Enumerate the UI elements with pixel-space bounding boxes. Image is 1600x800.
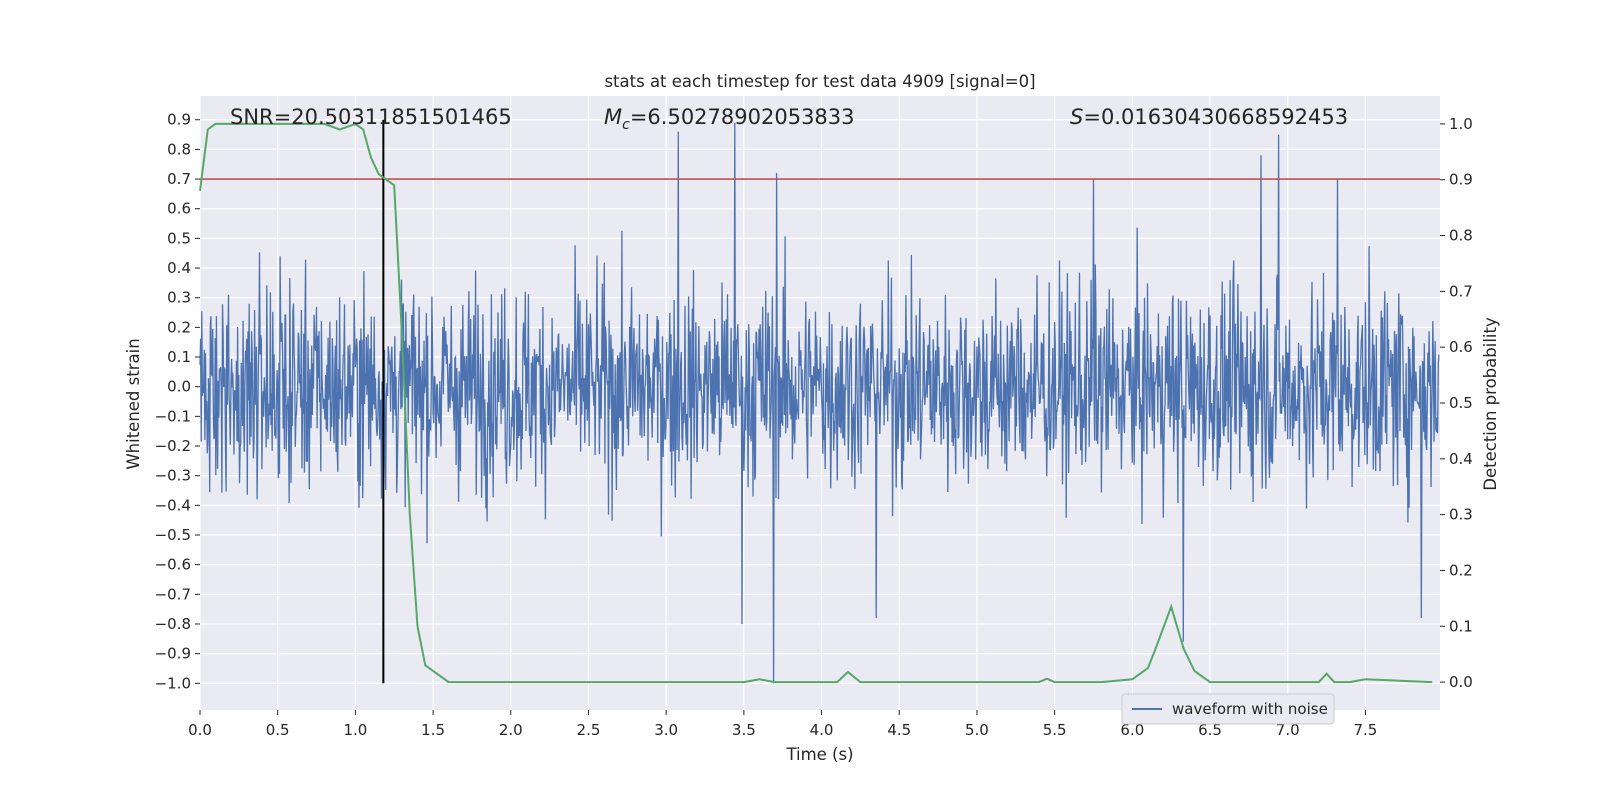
- y2-tick-label: 0.0: [1449, 673, 1473, 691]
- y-tick-label: −0.8: [155, 615, 191, 633]
- y2-tick-label: 1.0: [1449, 115, 1473, 133]
- y2-tick-label: 0.9: [1449, 171, 1473, 189]
- x-tick-label: 3.0: [654, 721, 678, 739]
- y-tick-label: −0.5: [155, 526, 191, 544]
- y-tick-label: −1.0: [155, 674, 191, 692]
- y-axis-label: Whitened strain: [124, 338, 143, 469]
- y-tick-label: −0.1: [155, 407, 191, 425]
- x-tick-label: 6.0: [1120, 721, 1144, 739]
- x-axis-label: Time (s): [785, 745, 853, 764]
- y-tick-label: 0.5: [167, 229, 191, 247]
- x-tick-label: 3.5: [732, 721, 756, 739]
- x-tick-label: 2.5: [577, 721, 601, 739]
- y-tick-label: 0.8: [167, 140, 191, 158]
- snr-annotation: SNR=20.50311851501465: [230, 105, 512, 129]
- x-tick-label: 5.0: [965, 721, 989, 739]
- x-tick-label: 6.5: [1198, 721, 1222, 739]
- y-tick-label: −0.7: [155, 585, 191, 603]
- y-tick-label: 0.9: [167, 111, 191, 129]
- y2-tick-label: 0.2: [1449, 561, 1473, 579]
- legend-box: [1121, 693, 1335, 725]
- y-tick-label: −0.2: [155, 437, 191, 455]
- chirp-mass-subscript: c: [622, 117, 630, 133]
- legend-label: waveform with noise: [1172, 700, 1328, 718]
- probability-line: [199, 122, 1433, 684]
- x-tick-label: 7.0: [1276, 721, 1300, 739]
- chirp-mass-value: =6.50278902053833: [630, 105, 855, 129]
- y2-tick-label: 0.4: [1449, 450, 1473, 468]
- y-tick-label: −0.3: [155, 467, 191, 485]
- chart-title: stats at each timestep for test data 490…: [604, 72, 1035, 91]
- noise-series: [199, 122, 1440, 684]
- x-tick-label: 0.5: [266, 721, 290, 739]
- y2-tick-label: 0.8: [1449, 227, 1473, 245]
- y2-tick-label: 0.1: [1449, 617, 1473, 635]
- y2-tick-label: 0.3: [1449, 506, 1473, 524]
- y-tick-label: 0.7: [167, 170, 191, 188]
- chirp-mass-symbol: M: [604, 105, 622, 129]
- x-tick-label: 4.0: [810, 721, 834, 739]
- y2-tick-label: 0.5: [1449, 394, 1473, 412]
- x-tick-label: 4.5: [887, 721, 911, 739]
- y-tick-label: 0.6: [167, 200, 191, 218]
- s-annotation: S=0.01630430668592453: [1070, 105, 1348, 129]
- noise-waveform-line: [199, 122, 1440, 684]
- overlays: [199, 119, 1440, 684]
- y-tick-label: 0.0: [167, 378, 191, 396]
- y2-tick-label: 0.6: [1449, 338, 1473, 356]
- s-value: =0.01630430668592453: [1083, 105, 1348, 129]
- legend: waveform with noise: [1121, 693, 1335, 725]
- y2-axis-label: Detection probability: [1481, 317, 1500, 491]
- y-tick-label: 0.3: [167, 289, 191, 307]
- x-tick-label: 2.0: [499, 721, 523, 739]
- chirp-mass-annotation: Mc=6.50278902053833: [604, 105, 855, 133]
- y-tick-label: 0.2: [167, 318, 191, 336]
- x-tick-label: 7.5: [1353, 721, 1377, 739]
- x-tick-label: 1.0: [343, 721, 367, 739]
- y-tick-label: −0.4: [155, 496, 191, 514]
- ticks: 0.0 0.5 1.0 1.5 2.0 2.5 3.0 3.5 4.0 4.5 5.0 5.5 6.0 6…: [155, 111, 1473, 739]
- y2-tick-label: 0.7: [1449, 282, 1473, 300]
- y-tick-label: −0.9: [155, 645, 191, 663]
- plot-background: [200, 96, 1440, 710]
- s-symbol: S: [1070, 105, 1083, 129]
- y-tick-label: −0.6: [155, 556, 191, 574]
- x-tick-label: 0.0: [188, 721, 212, 739]
- x-tick-label: 5.5: [1043, 721, 1067, 739]
- x-tick-label: 1.5: [421, 721, 445, 739]
- y-tick-label: 0.1: [167, 348, 191, 366]
- y-tick-label: 0.4: [167, 259, 191, 277]
